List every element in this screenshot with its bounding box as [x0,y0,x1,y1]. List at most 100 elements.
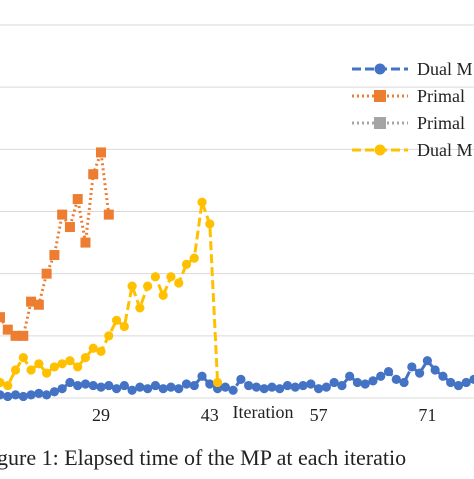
data-point [143,281,153,291]
data-point [166,272,176,282]
data-point [158,290,168,301]
data-point [189,380,199,391]
data-point [26,296,37,307]
x-tick-label: 43 [201,405,219,425]
data-point [329,377,339,388]
data-point [10,330,21,341]
data-point [80,352,91,363]
series-layer [0,147,474,402]
data-point [135,303,145,313]
data-point [430,365,440,375]
data-point [64,222,75,233]
data-point [174,278,184,288]
data-point [72,194,83,205]
data-point [143,384,153,394]
data-point [49,250,60,261]
legend-marker [374,63,386,75]
legend-marker [374,144,386,156]
data-point [135,382,145,392]
data-point [368,376,378,386]
data-point [383,366,394,377]
legend-label: Dual M [417,59,473,79]
data-point [73,362,83,372]
data-point [2,324,13,335]
data-point [158,384,168,394]
data-point [275,384,285,394]
data-point [88,343,98,353]
data-point [18,391,28,402]
data-point [220,382,230,392]
gridlines [0,24,474,337]
data-point [438,371,448,381]
data-point [0,312,5,323]
data-point [251,382,262,392]
data-point [166,382,176,392]
data-point [96,346,106,356]
data-point [34,359,44,369]
data-point [360,379,370,389]
data-point [189,253,199,263]
data-point [49,362,59,372]
data-point [236,374,246,384]
data-point [103,209,114,220]
legend-entry: Dual M [352,140,473,160]
data-point [104,331,114,341]
data-point [96,147,107,158]
series-line [0,201,220,388]
data-point [150,272,161,282]
legend-label: Dual M [417,140,473,160]
data-point [18,330,29,341]
data-point [3,380,13,391]
data-point [469,374,474,384]
data-point [10,365,21,375]
data-point [88,169,99,180]
data-point [422,356,432,366]
data-point [461,377,471,388]
data-point [65,377,75,388]
data-point [42,390,52,400]
data-point [119,321,129,332]
data-point [407,362,417,372]
data-point [197,197,207,207]
data-point [228,385,238,395]
data-point [453,380,464,391]
legend-entry: Primal [352,86,465,106]
data-point [313,384,324,394]
data-point [150,380,161,391]
data-point [127,385,137,395]
data-point [306,379,316,389]
data-point [73,380,83,391]
data-point [446,377,456,388]
data-point [352,377,363,388]
data-point [290,382,300,392]
data-point [104,380,114,391]
data-point [65,356,75,366]
data-point [244,380,254,391]
legend-marker [374,90,386,102]
data-point [49,387,59,397]
data-point [267,382,277,392]
data-point [415,368,425,378]
series-line [0,151,111,338]
data-point [111,384,122,394]
data-point [57,209,68,220]
x-tick-labels: 29 43 57 71 [92,405,436,425]
x-tick-label: 71 [418,405,436,425]
series-2 [0,147,114,341]
figure-caption: gure 1: Elapsed time of the MP at each i… [0,445,406,470]
data-point [205,219,215,229]
data-point [10,390,21,400]
legend-marker [374,117,386,129]
data-point [96,382,106,392]
x-tick-label: 57 [310,405,328,425]
series-1 [0,356,474,402]
data-point [181,259,192,269]
data-point [80,379,91,389]
data-point [212,377,223,388]
legend-entry: Dual M [352,59,473,79]
data-point [376,371,386,381]
legend-label: Primal [417,113,465,133]
data-point [26,365,36,375]
data-point [3,391,13,402]
